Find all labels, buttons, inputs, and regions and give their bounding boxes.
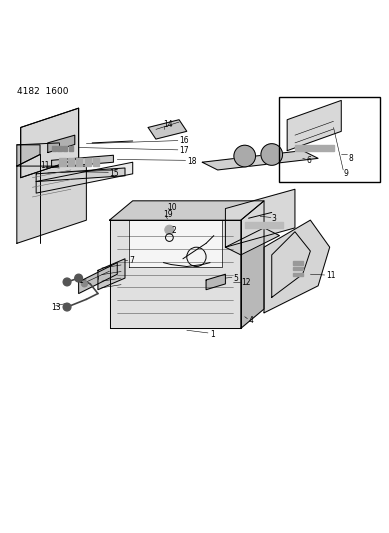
- Text: 3: 3: [272, 214, 277, 223]
- Text: 14: 14: [164, 120, 173, 129]
- Polygon shape: [36, 168, 125, 182]
- Polygon shape: [129, 220, 222, 266]
- Text: 9: 9: [343, 169, 348, 179]
- Text: 16: 16: [179, 136, 189, 146]
- Bar: [293, 267, 303, 270]
- Bar: [85, 158, 91, 166]
- Polygon shape: [79, 263, 117, 294]
- Text: 10: 10: [167, 203, 177, 212]
- Text: 19: 19: [164, 210, 173, 219]
- Polygon shape: [206, 274, 225, 289]
- Text: 11: 11: [326, 271, 335, 280]
- Polygon shape: [225, 189, 295, 247]
- Bar: [63, 146, 67, 151]
- Text: 13: 13: [52, 303, 61, 312]
- Circle shape: [261, 144, 282, 165]
- Text: 7: 7: [129, 256, 134, 265]
- Bar: [295, 145, 333, 151]
- Polygon shape: [52, 155, 113, 167]
- Polygon shape: [17, 145, 40, 166]
- Polygon shape: [17, 166, 86, 244]
- Polygon shape: [225, 228, 279, 255]
- Polygon shape: [48, 135, 75, 152]
- Text: 8: 8: [349, 154, 354, 163]
- Bar: [293, 262, 303, 264]
- Bar: [293, 273, 303, 276]
- Text: 4182  1600: 4182 1600: [17, 87, 68, 96]
- Polygon shape: [202, 151, 318, 170]
- Circle shape: [75, 274, 82, 282]
- Text: 6: 6: [307, 156, 311, 165]
- Circle shape: [63, 303, 71, 311]
- Text: 17: 17: [179, 146, 189, 155]
- Text: 2: 2: [171, 225, 176, 235]
- Text: 1: 1: [210, 329, 215, 338]
- Text: 4: 4: [249, 316, 254, 325]
- Text: 1: 1: [79, 276, 83, 285]
- Polygon shape: [98, 259, 125, 289]
- Bar: [279, 96, 380, 182]
- Polygon shape: [287, 100, 341, 151]
- Text: 5: 5: [233, 273, 238, 282]
- Bar: [58, 146, 61, 151]
- Text: 18: 18: [187, 157, 196, 166]
- Bar: [69, 146, 73, 151]
- Circle shape: [63, 278, 71, 286]
- Circle shape: [234, 145, 256, 167]
- Polygon shape: [241, 201, 264, 328]
- Bar: [52, 146, 56, 151]
- Text: 15: 15: [110, 168, 119, 177]
- Polygon shape: [110, 201, 264, 220]
- Bar: [76, 158, 82, 166]
- Circle shape: [81, 281, 88, 287]
- Polygon shape: [264, 220, 330, 313]
- Bar: [59, 158, 65, 166]
- Polygon shape: [21, 108, 79, 177]
- Polygon shape: [110, 220, 241, 328]
- Text: 12: 12: [241, 278, 251, 287]
- Bar: [245, 222, 283, 228]
- Bar: [68, 158, 74, 166]
- Circle shape: [165, 225, 174, 235]
- Polygon shape: [148, 120, 187, 139]
- Polygon shape: [36, 162, 133, 193]
- Bar: [93, 158, 100, 166]
- Text: 11: 11: [40, 161, 49, 170]
